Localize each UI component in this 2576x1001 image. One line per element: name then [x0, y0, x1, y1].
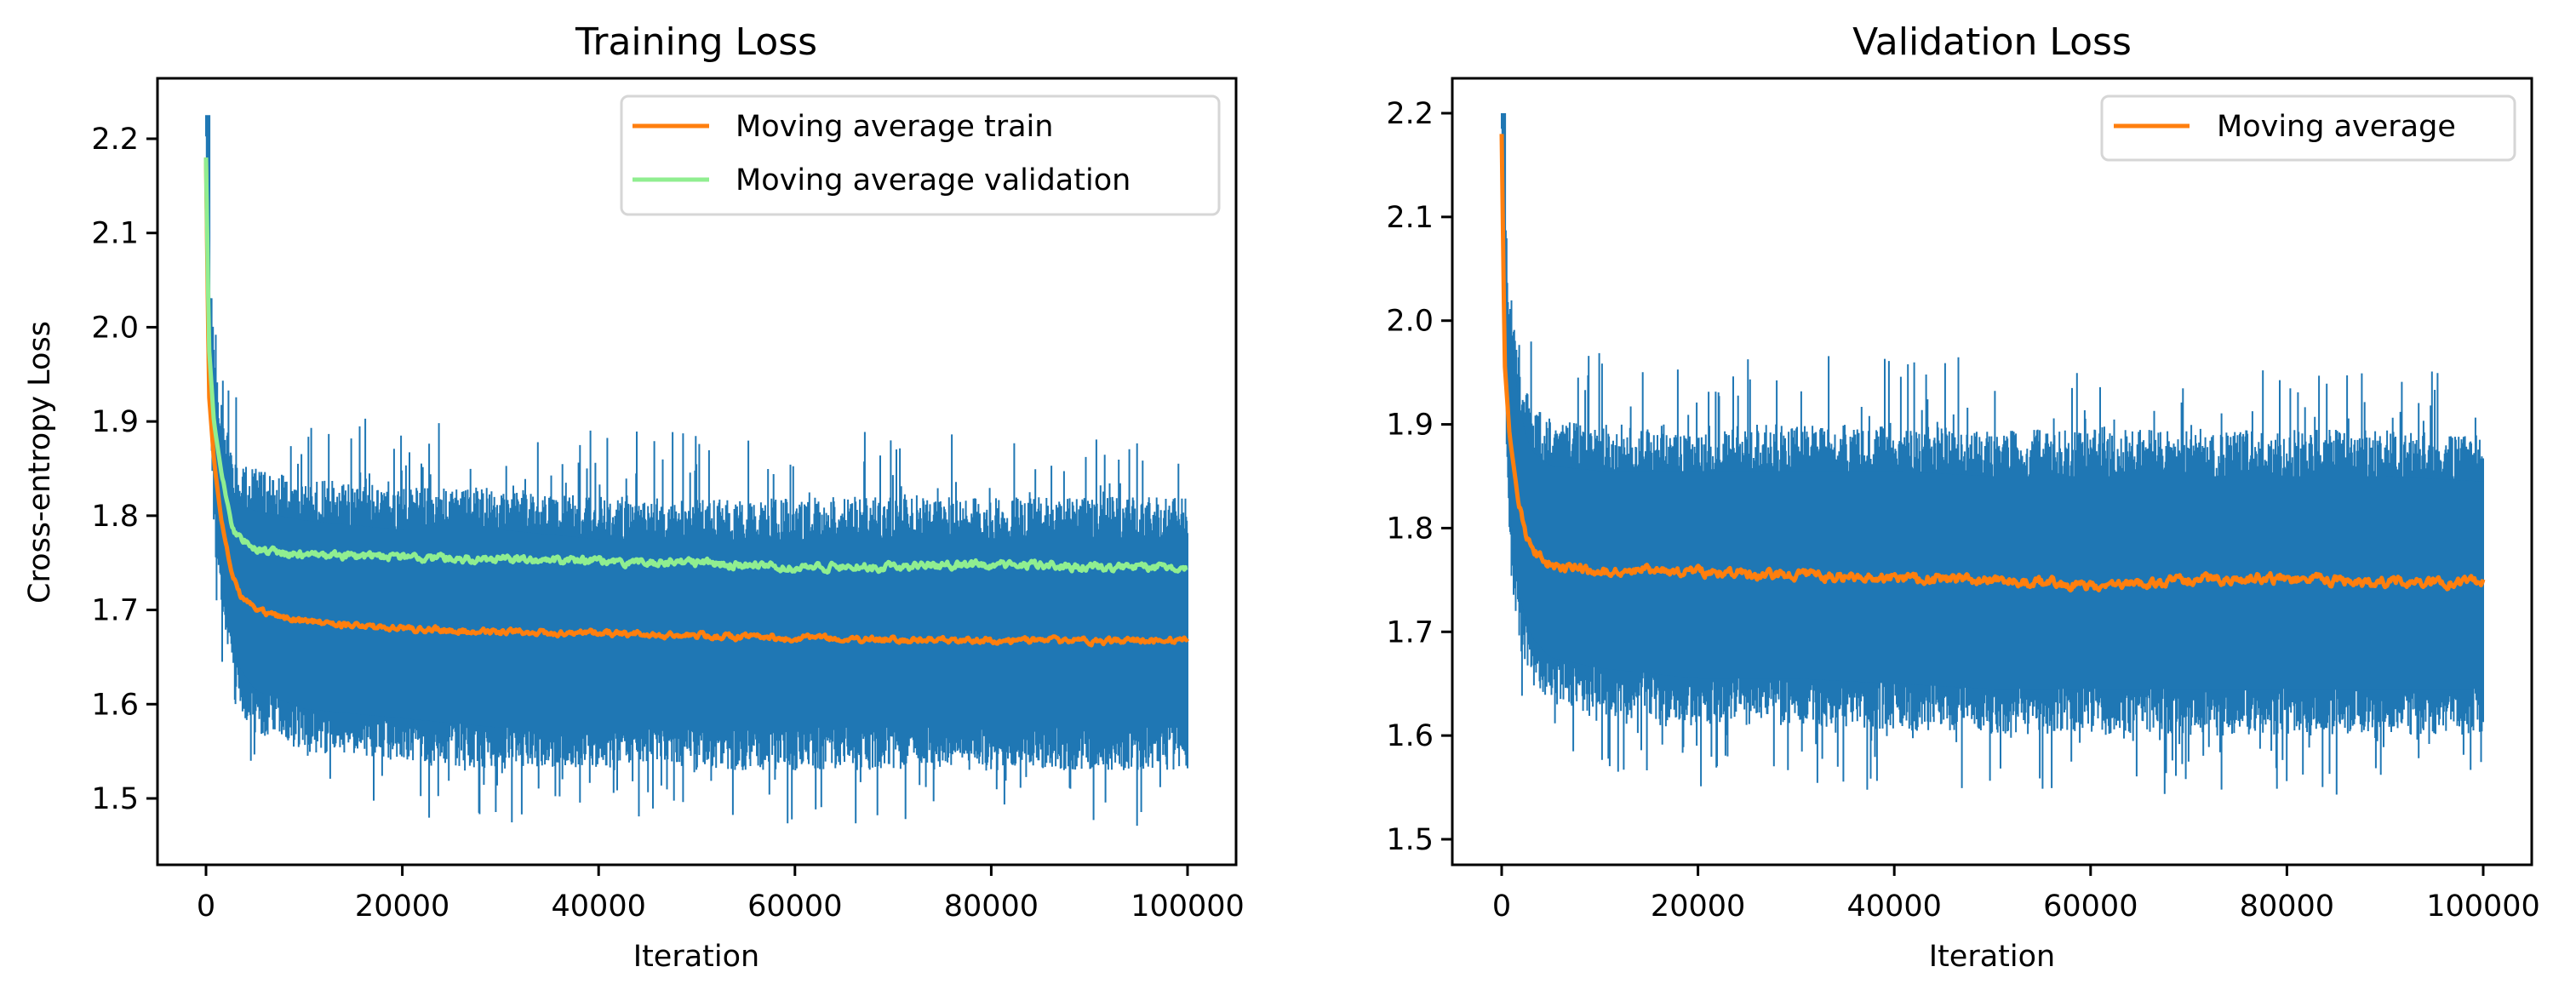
x-tick-label: 0 [1492, 889, 1511, 924]
x-tick-label: 60000 [747, 889, 842, 924]
validation-loss-x-axis: 0 20000 40000 60000 80000 100000 [1492, 865, 2540, 924]
x-tick-label: 100000 [1131, 889, 1245, 924]
training-loss-y-axis: 1.5 1.6 1.7 1.8 1.9 2.0 2.1 2.2 [91, 123, 157, 816]
y-tick-label: 1.6 [1386, 719, 1434, 753]
moving-average-line [1499, 134, 2486, 592]
validation-loss-title: Validation Loss [1852, 20, 2132, 64]
x-tick-label: 20000 [1651, 889, 1745, 924]
y-tick-label: 2.2 [1386, 97, 1434, 131]
moving-average-validation-line [203, 157, 1189, 575]
legend-label-moving-average-train: Moving average train [736, 110, 1053, 144]
x-tick-label: 100000 [2426, 889, 2540, 924]
y-tick-label: 1.7 [1386, 615, 1434, 649]
training-loss-y-axis-label: Cross-entropy Loss [23, 321, 57, 603]
y-tick-label: 1.7 [91, 594, 139, 628]
training-loss-x-axis-label: Iteration [633, 940, 759, 974]
training-loss-plot-area [203, 115, 1190, 827]
x-tick-label: 60000 [2043, 889, 2138, 924]
raw-validation-loss-band [1509, 321, 2483, 689]
y-tick-label: 1.8 [1386, 512, 1434, 546]
training-loss-axes-frame [156, 77, 1238, 867]
y-tick-label: 1.8 [91, 500, 139, 534]
validation-loss-plot-area [1499, 113, 2486, 795]
training-loss-subplot: Training Loss 1.5 1.6 1.7 1.8 1.9 2.0 2.1 2.2 0… [23, 20, 1245, 974]
validation-loss-subplot: Validation Loss 1.5 1.6 1.7 1.8 1.9 2.0 2.1 2.2… [1386, 20, 2539, 974]
validation-loss-x-axis-label: Iteration [1929, 940, 2055, 974]
legend-box [620, 94, 1221, 216]
validation-loss-y-axis: 1.5 1.6 1.7 1.8 1.9 2.0 2.1 2.2 [1386, 97, 1452, 857]
y-tick-label: 1.9 [1386, 409, 1434, 443]
x-tick-label: 40000 [552, 889, 646, 924]
x-tick-label: 20000 [355, 889, 449, 924]
y-tick-label: 2.1 [1386, 201, 1434, 235]
y-tick-label: 2.1 [91, 217, 139, 251]
training-loss-x-axis: 0 20000 40000 60000 80000 100000 [197, 865, 1245, 924]
legend-label-moving-average-validation: Moving average validation [736, 163, 1131, 197]
y-tick-label: 1.9 [91, 405, 139, 439]
y-tick-label: 2.0 [91, 311, 139, 345]
x-tick-label: 0 [197, 889, 215, 924]
y-tick-label: 1.6 [91, 688, 139, 722]
y-tick-label: 1.5 [91, 782, 139, 816]
legend-label-moving-average: Moving average [2217, 110, 2456, 144]
validation-loss-legend: Moving average [2100, 94, 2516, 162]
x-tick-label: 40000 [1847, 889, 1942, 924]
y-tick-label: 2.2 [91, 123, 139, 157]
x-tick-label: 80000 [944, 889, 1039, 924]
training-loss-legend: Moving average train Moving average vali… [620, 94, 1221, 216]
y-tick-label: 2.0 [1386, 305, 1434, 339]
x-tick-label: 80000 [2240, 889, 2334, 924]
validation-loss-axes-frame [1451, 77, 2533, 867]
y-tick-label: 1.5 [1386, 823, 1434, 857]
legend-box [2100, 94, 2516, 162]
moving-average-train-line [203, 157, 1190, 648]
training-loss-title: Training Loss [575, 20, 817, 64]
